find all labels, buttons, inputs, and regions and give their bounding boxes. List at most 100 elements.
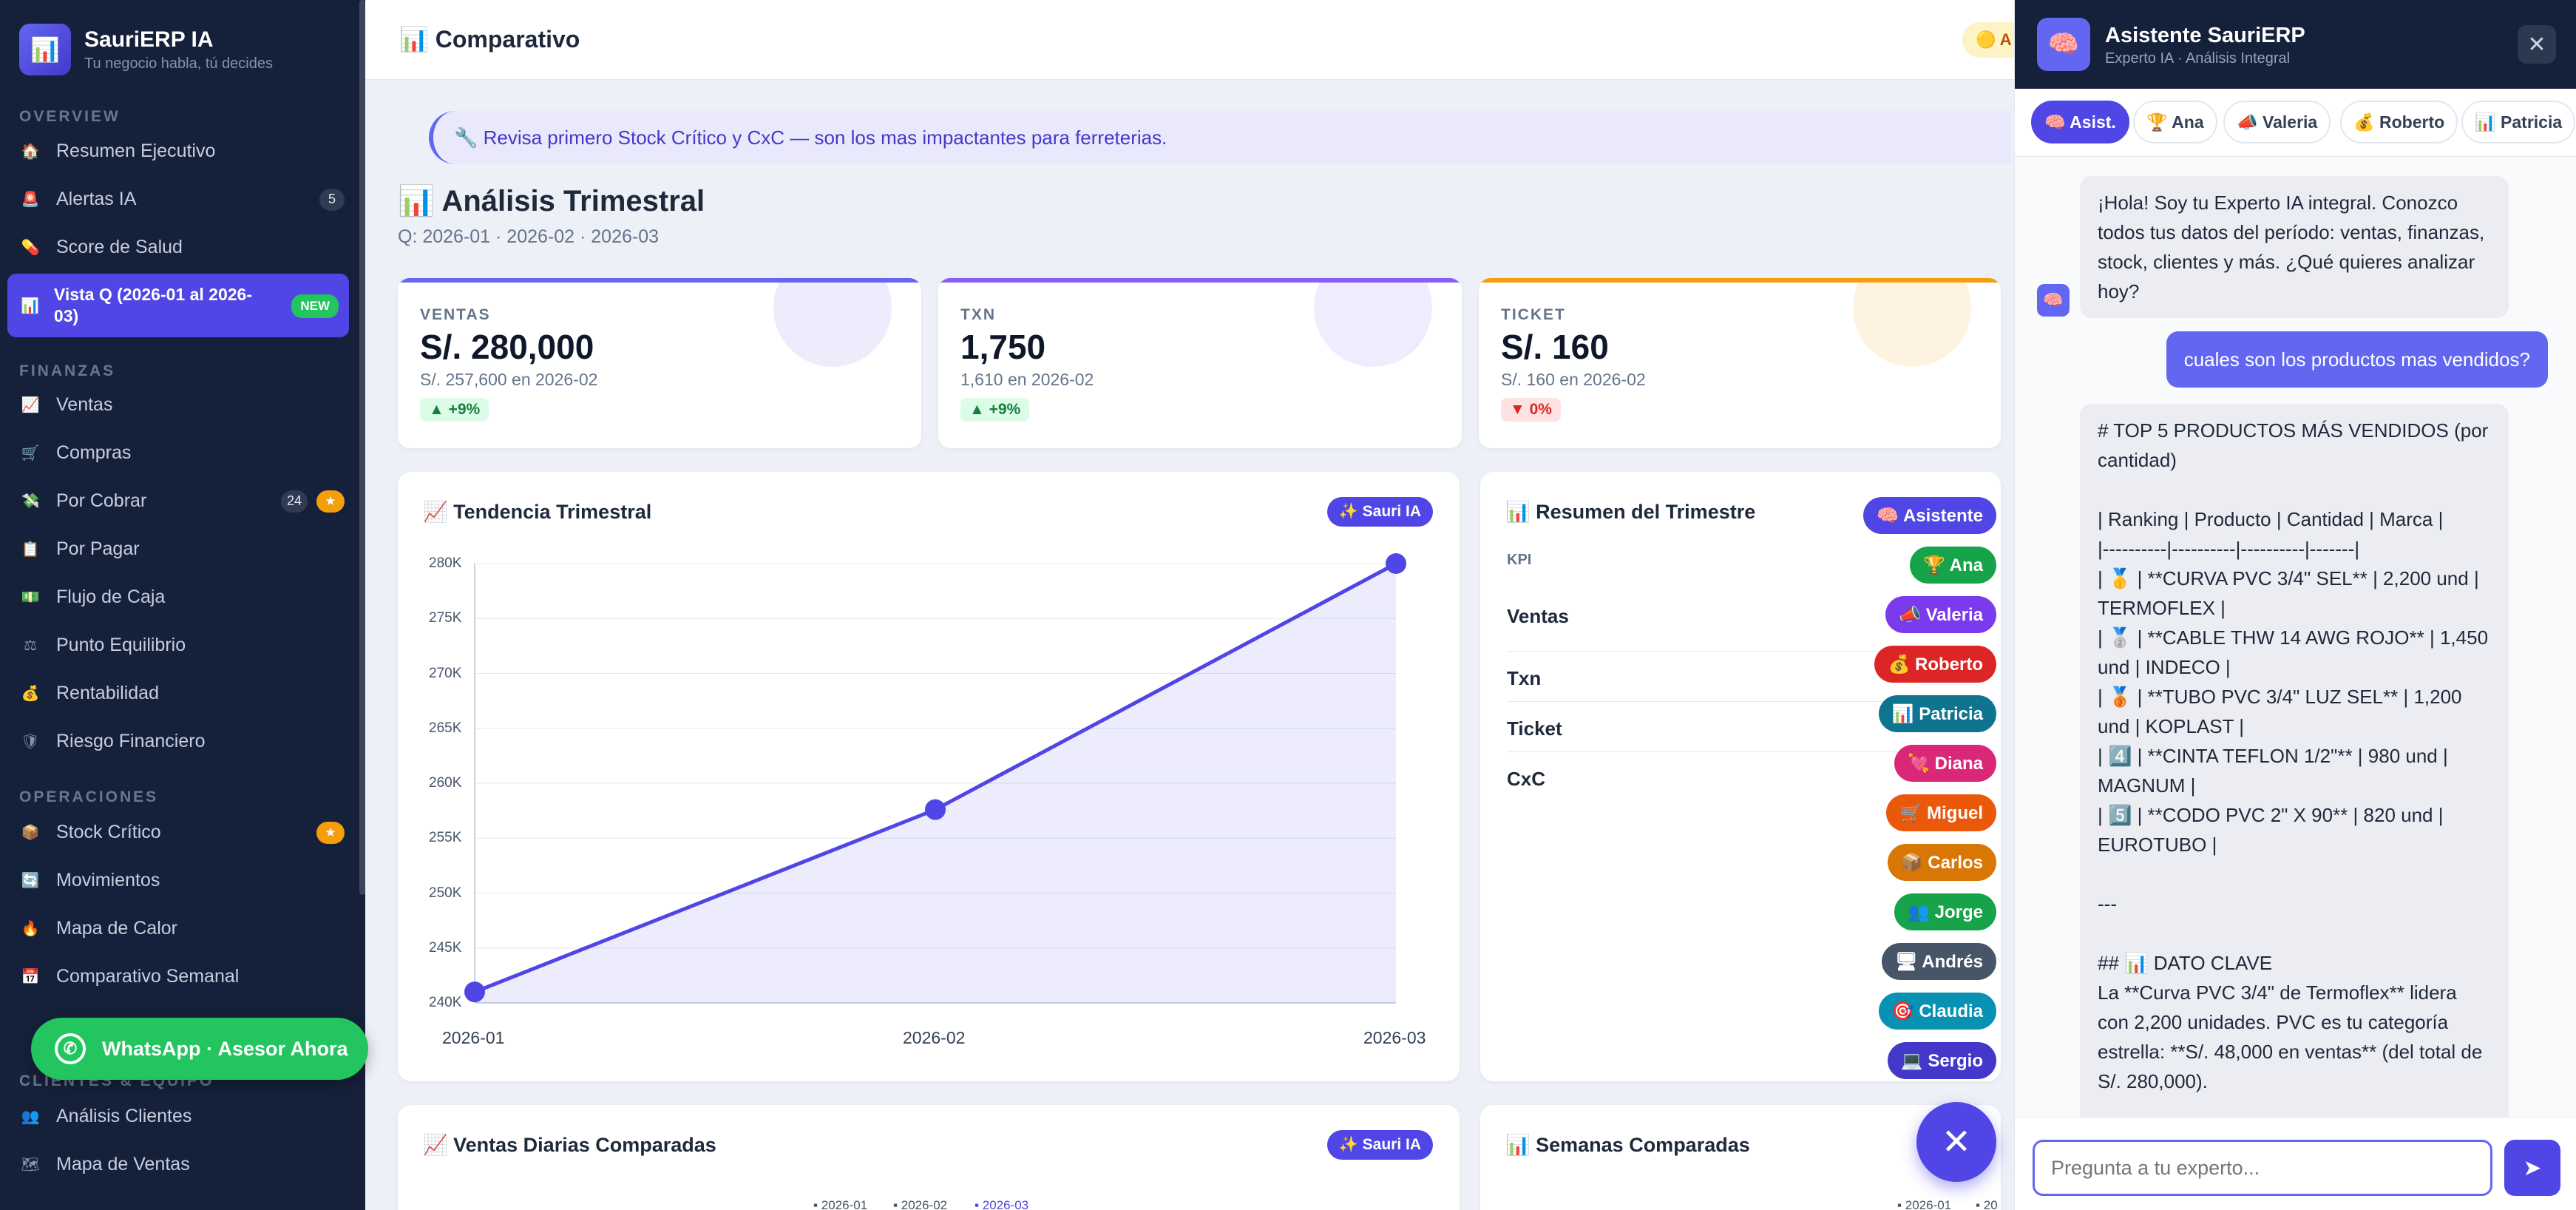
- top-bar: 📊 Comparativo 🟡 A: [365, 0, 2014, 80]
- whatsapp-button[interactable]: ✆ WhatsApp · Asesor Ahora: [31, 1018, 368, 1080]
- close-fab-button[interactable]: ✕: [1916, 1102, 1996, 1182]
- agent-button-8[interactable]: 👥 Jorge: [1894, 893, 1996, 930]
- tab-valeria[interactable]: 📣 Valeria: [2223, 101, 2331, 143]
- tab-patricia[interactable]: 📊 Patricia: [2461, 101, 2576, 143]
- summary-row-ventas: Ventas: [1507, 605, 1569, 627]
- count-badge: 24: [280, 490, 308, 513]
- kpi-change-badge: ▼ 0%: [1501, 398, 1561, 422]
- kpi-label: TXN: [960, 306, 996, 323]
- sidebar-item-analisis-clientes[interactable]: 👥 Análisis Clientes: [19, 1106, 345, 1127]
- sidebar-item-mapa-de-calor[interactable]: 🔥 Mapa de Calor: [19, 918, 345, 939]
- agent-button-0[interactable]: 🧠 Asistente: [1863, 497, 1996, 534]
- agent-button-2[interactable]: 📣 Valeria: [1885, 596, 1996, 633]
- y-tick-label: 270K: [429, 665, 462, 681]
- card-title: 📊 Semanas Comparadas: [1505, 1134, 1750, 1156]
- chat-input[interactable]: [2033, 1140, 2492, 1196]
- sidebar-item-label: Comparativo Semanal: [56, 966, 240, 987]
- sidebar-item-por-cobrar[interactable]: 💸 Por Cobrar 24 ★: [19, 490, 345, 513]
- whatsapp-label: WhatsApp · Asesor Ahora: [102, 1037, 348, 1060]
- legend-item: ▪ 20: [1976, 1198, 1998, 1210]
- kpi-column-header: KPI: [1507, 552, 1532, 568]
- sidebar-item-flujo-de-caja[interactable]: 💵 Flujo de Caja: [19, 587, 345, 608]
- agent-button-5[interactable]: 💘 Diana: [1894, 745, 1996, 782]
- chart-icon: 📊: [19, 24, 71, 75]
- agent-button-3[interactable]: 💰 Roberto: [1874, 646, 1996, 683]
- kpi-card-txn: TXN 1,750 1,610 en 2026-02 ▲ +9%: [938, 278, 1462, 448]
- sidebar-item-label: Ventas: [56, 394, 113, 415]
- kpi-previous: S/. 257,600 en 2026-02: [420, 370, 598, 389]
- summary-row-ticket: Ticket: [1507, 717, 1562, 740]
- kpi-card-ticket: TICKET S/. 160 S/. 160 en 2026-02 ▼ 0%: [1479, 278, 2001, 448]
- message-line: [2098, 859, 2491, 889]
- sidebar-item-label: Compras: [56, 442, 132, 463]
- tab-asistente[interactable]: 🧠 Asist.: [2031, 101, 2129, 143]
- y-tick-label: 275K: [429, 610, 462, 626]
- sidebar-item-label: Punto Equilibrio: [56, 635, 186, 655]
- section-overview: OVERVIEW: [19, 108, 121, 125]
- sidebar-item-punto-equilibrio[interactable]: ⚖ Punto Equilibrio: [19, 635, 345, 656]
- sauri-ia-button[interactable]: ✨ Sauri IA: [1326, 1130, 1433, 1160]
- section-finanzas: FINANZAS: [19, 362, 116, 379]
- page-header-title: 📊 Comparativo: [399, 26, 580, 53]
- message-line: | 5️⃣ | **CODO PVC 2" X 90** | 820 und |…: [2098, 804, 2444, 856]
- y-tick-label: 260K: [429, 775, 462, 791]
- tab-roberto[interactable]: 💰 Roberto: [2340, 101, 2458, 143]
- scale-icon: ⚖: [24, 638, 37, 654]
- status-pill[interactable]: 🟡 A: [1962, 22, 2014, 58]
- y-tick-label: 245K: [429, 939, 462, 956]
- agent-button-7[interactable]: 📦 Carlos: [1887, 844, 1996, 881]
- message-line: ---: [2098, 893, 2117, 915]
- sidebar-item-riesgo-financiero[interactable]: 🛡 Riesgo Financiero: [19, 731, 345, 752]
- sauri-ia-button[interactable]: ✨ Sauri IA: [1326, 497, 1433, 527]
- agent-button-10[interactable]: 🎯 Claudia: [1878, 993, 1996, 1030]
- sidebar-item-score-de-salud[interactable]: 💊 Score de Salud: [19, 237, 345, 258]
- sidebar-item-comparativo-semanal[interactable]: 📅 Comparativo Semanal: [19, 966, 345, 987]
- sidebar-item-resumen-ejecutivo[interactable]: 🏠 Resumen Ejecutivo: [19, 141, 345, 162]
- tab-ana[interactable]: 🏆 Ana: [2133, 101, 2217, 143]
- close-icon[interactable]: ✕: [2518, 25, 2556, 64]
- sidebar-item-por-pagar[interactable]: 📋 Por Pagar: [19, 538, 345, 560]
- message-line: [2098, 475, 2491, 504]
- agent-button-4[interactable]: 📊 Patricia: [1878, 695, 1996, 732]
- sidebar-item-stock-critico[interactable]: 📦 Stock Crítico ★: [19, 821, 345, 844]
- kpi-previous: S/. 160 en 2026-02: [1501, 370, 1646, 389]
- kpi-previous: 1,610 en 2026-02: [960, 370, 1094, 389]
- sidebar-scrollbar[interactable]: [359, 0, 365, 895]
- message-line: | 🥈 | **CABLE THW 14 AWG ROJO** | 1,450 …: [2098, 626, 2489, 678]
- sidebar-item-label: Por Cobrar: [56, 490, 147, 511]
- sidebar-item-vista-q[interactable]: 📊 Vista Q (2026-01 al 2026-03) NEW: [7, 274, 349, 337]
- section-operaciones: OPERACIONES: [19, 788, 159, 805]
- kpi-value: S/. 280,000: [420, 328, 594, 366]
- agent-button-11[interactable]: 💻 Sergio: [1887, 1042, 1996, 1079]
- sidebar-item-ventas[interactable]: 📈 Ventas: [19, 394, 345, 416]
- kpi-value: 1,750: [960, 328, 1046, 366]
- tip-banner: 🔧 Revisa primero Stock Crítico y CxC — s…: [429, 111, 2011, 164]
- box-icon: 📦: [21, 825, 40, 841]
- page-title: 📊 Análisis Trimestral: [398, 185, 705, 217]
- message-line: | 🥇 | **CURVA PVC 3/4" SEL** | 2,200 und…: [2098, 567, 2479, 619]
- brand[interactable]: 📊 SauriERP IA Tu negocio habla, tú decid…: [19, 24, 273, 75]
- send-icon[interactable]: ➤: [2504, 1140, 2560, 1196]
- agent-button-9[interactable]: 🖥 Andrés: [1882, 943, 1996, 980]
- panel-title: Asistente SauriERP: [2105, 24, 2305, 47]
- brand-name: SauriERP IA: [84, 27, 214, 52]
- panel-header: 🧠 Asistente SauriERP Experto IA · Anális…: [2015, 0, 2576, 89]
- money-icon: 💸: [21, 493, 40, 510]
- sidebar-item-compras[interactable]: 🛒 Compras: [19, 442, 345, 464]
- summary-row-txn: Txn: [1507, 667, 1542, 689]
- sidebar-item-movimientos[interactable]: 🔄 Movimientos: [19, 870, 345, 891]
- sidebar-item-label: Flujo de Caja: [56, 587, 166, 607]
- sidebar-item-rentabilidad[interactable]: 💰 Rentabilidad: [19, 683, 345, 704]
- shield-icon: 🛡: [21, 734, 40, 750]
- chat-input-bar: ➤: [2015, 1117, 2576, 1210]
- sidebar-item-mapa-de-ventas[interactable]: 🗺 Mapa de Ventas: [19, 1154, 345, 1175]
- agent-button-6[interactable]: 🛒 Miguel: [1886, 794, 1996, 831]
- sidebar-item-label: Mapa de Calor: [56, 918, 177, 939]
- message-line: La **Curva PVC 3/4" de Termoflex** lider…: [2098, 981, 2483, 1092]
- new-badge: NEW: [291, 294, 339, 318]
- star-icon: ★: [316, 490, 345, 513]
- sidebar-item-alertas-ia[interactable]: 🚨 Alertas IA 5: [19, 188, 345, 211]
- message-line: | Ranking | Producto | Cantidad | Marca …: [2098, 508, 2444, 530]
- agent-button-1[interactable]: 🏆 Ana: [1910, 547, 1996, 584]
- kpi-label: VENTAS: [420, 306, 491, 323]
